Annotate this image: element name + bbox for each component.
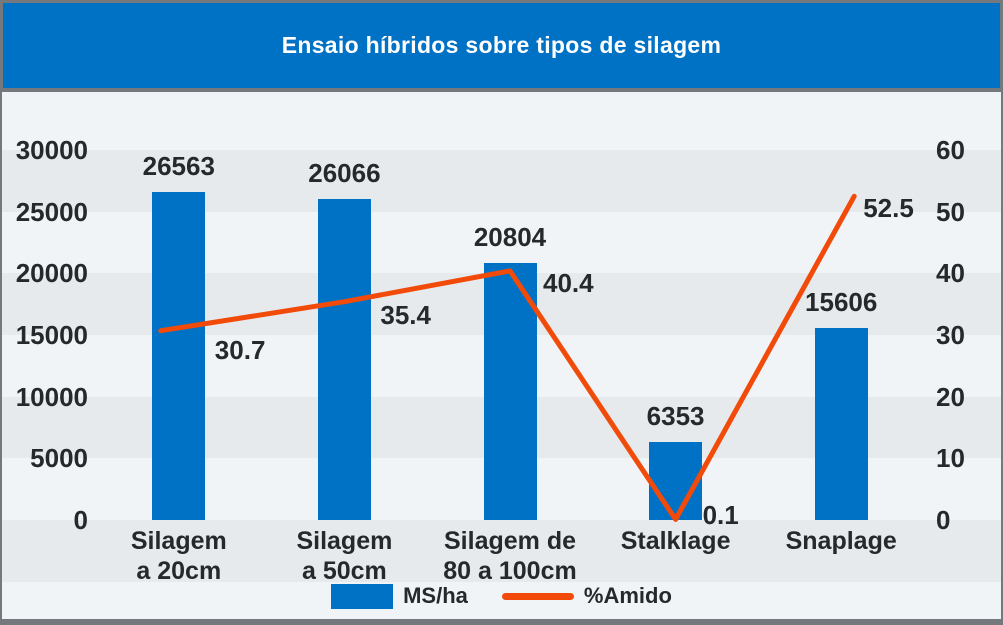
chart-plot-area: 30000 25000 20000 15000 10000 5000 0 60 50 40 30 2… xyxy=(2,92,1001,619)
bar-value-label: 20804 xyxy=(473,222,547,253)
category-label-silagem-de-80-a-100cm: Silagem de 80 a 100cm xyxy=(400,526,620,586)
category-label-line: 80 a 100cm xyxy=(443,557,577,585)
right-axis-tick: 10 xyxy=(936,443,965,474)
bar-value-label: 15606 xyxy=(805,286,878,317)
category-label-line: Silagem xyxy=(296,527,393,555)
legend-label-msha: MS/ha xyxy=(403,583,468,608)
line-value-label: 35.4 xyxy=(380,299,431,330)
left-axis-tick: 20000 xyxy=(15,258,88,289)
category-label-line: Silagem xyxy=(130,527,227,555)
bar-value-label: 6353 xyxy=(646,400,705,431)
left-axis-tick: 15000 xyxy=(15,320,88,350)
bar-silagem-a-20cm xyxy=(152,192,206,520)
bar-series-swatch-icon xyxy=(331,583,394,609)
line-series xyxy=(158,193,857,522)
category-label-line: Stalklage xyxy=(620,527,731,555)
bar-value-label: 26563 xyxy=(142,151,215,182)
chart-legend: MS/ha %Amido xyxy=(2,579,1001,613)
right-axis-tick: 30 xyxy=(936,320,965,350)
grid-band xyxy=(2,520,1001,582)
bar-value-label: 26066 xyxy=(308,157,381,188)
right-axis-tick: 40 xyxy=(936,258,965,289)
left-axis-tick: 30000 xyxy=(15,135,88,165)
legend-item-msha: MS/ha xyxy=(331,583,468,609)
left-axis-tick: 25000 xyxy=(15,196,88,227)
legend-item-amido: %Amido xyxy=(501,583,672,609)
bar-stalklage xyxy=(649,441,703,520)
category-label-line: Silagem de xyxy=(444,527,576,555)
line-value-label: 0.1 xyxy=(702,500,739,531)
chart-title: Ensaio híbridos sobre tipos de silagem xyxy=(281,32,722,58)
category-label-snaplage: Snaplage xyxy=(731,526,951,556)
line-series-swatch-icon xyxy=(501,592,574,600)
line-value-label: 52.5 xyxy=(863,193,914,224)
right-axis-tick: 50 xyxy=(936,196,965,227)
line-value-label: 40.4 xyxy=(543,267,594,298)
right-axis-tick: 60 xyxy=(936,135,965,165)
bar-snaplage xyxy=(814,327,868,520)
category-label-line: Snaplage xyxy=(785,527,897,555)
category-label-line: a 20cm xyxy=(136,557,222,585)
legend-label-amido: %Amido xyxy=(583,583,672,608)
right-axis-tick: 0 xyxy=(936,505,951,535)
left-axis-tick: 5000 xyxy=(30,443,88,474)
category-label-silagem-a-50cm: Silagem a 50cm xyxy=(234,526,454,586)
bar-silagem-a-50cm xyxy=(317,198,371,520)
amido-line-path xyxy=(158,193,857,522)
category-label-line: a 50cm xyxy=(301,557,387,585)
right-axis-tick: 20 xyxy=(936,381,965,412)
bar-silagem-de-80-a-100cm xyxy=(483,263,537,520)
chart-title-bar: Ensaio híbridos sobre tipos de silagem xyxy=(3,3,1000,88)
line-value-label: 30.7 xyxy=(214,334,266,365)
category-label-stalklage: Stalklage xyxy=(566,526,786,556)
category-label-silagem-a-20cm: Silagem a 20cm xyxy=(69,526,289,586)
left-axis-tick: 10000 xyxy=(15,381,88,412)
left-axis-tick: 0 xyxy=(73,505,88,535)
